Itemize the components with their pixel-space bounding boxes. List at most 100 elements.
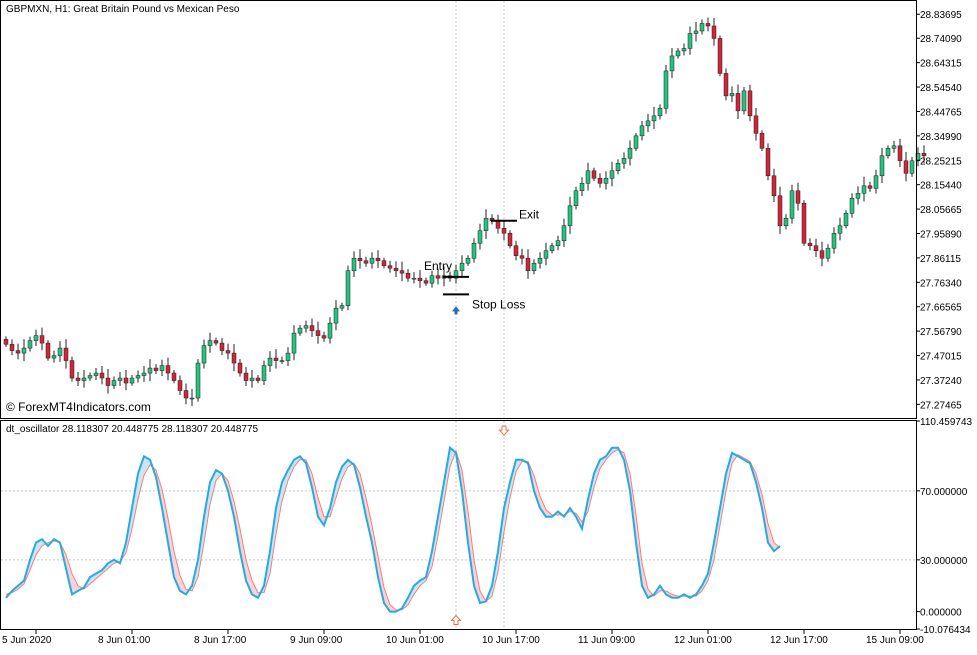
candle-body <box>507 232 513 246</box>
candle-body <box>141 372 147 376</box>
candle <box>567 196 573 234</box>
candle-body <box>813 245 819 251</box>
candle <box>855 186 861 205</box>
candle <box>783 214 789 230</box>
candle <box>885 145 891 159</box>
candle-body <box>699 23 705 32</box>
candle-body <box>255 377 261 381</box>
candle <box>699 19 705 35</box>
candle-body <box>603 178 609 184</box>
candle <box>315 321 321 344</box>
candle-body <box>153 367 159 371</box>
candle <box>261 360 267 386</box>
price-tick-label: 28.34990 <box>920 132 962 143</box>
osc-tick-label: 110.459743 <box>920 417 973 428</box>
candle-body <box>171 372 177 381</box>
candle-body <box>219 342 225 351</box>
osc-fill-segment <box>138 456 144 500</box>
candle-body <box>375 257 381 261</box>
candle-body <box>663 70 669 109</box>
candle-body <box>117 377 123 381</box>
candle <box>249 370 255 388</box>
price-tick-label: 28.83695 <box>920 10 962 21</box>
candle-body <box>429 275 435 284</box>
time-tick-label: 9 Jun 09:00 <box>290 635 343 646</box>
candle-body <box>627 148 633 159</box>
candle-body <box>561 225 567 241</box>
candle-body <box>363 260 369 264</box>
price-tick-label: 27.56790 <box>920 327 962 338</box>
candle-body <box>921 153 927 157</box>
candle <box>615 159 621 175</box>
candle <box>225 343 231 360</box>
time-tick-label: 8 Jun 01:00 <box>98 635 151 646</box>
candle <box>15 343 21 360</box>
candle <box>171 370 177 384</box>
candle-body <box>597 178 603 184</box>
candle-body <box>837 225 843 234</box>
candle-body <box>357 257 363 261</box>
candle <box>201 339 207 369</box>
candle <box>585 162 591 191</box>
candle-body <box>615 163 621 172</box>
candle <box>591 167 597 181</box>
candle-body <box>639 125 645 137</box>
candle-body <box>213 340 219 344</box>
candle-body <box>411 277 417 280</box>
candle-body <box>45 342 51 359</box>
osc-fill-segment <box>282 470 288 502</box>
candle <box>849 193 855 218</box>
candle-body <box>243 372 249 381</box>
candle <box>639 120 645 141</box>
candle <box>435 268 441 285</box>
candle <box>429 270 435 288</box>
candle-body <box>111 380 117 386</box>
candle-body <box>495 220 501 229</box>
candle-body <box>39 335 45 344</box>
axis-layer: 28.83695 28.74090 28.64315 28.54540 28.44765… <box>2 10 973 646</box>
candle <box>519 248 525 265</box>
osc-fill-segment <box>210 470 216 505</box>
candle-body <box>801 203 807 244</box>
candle-body <box>903 160 909 174</box>
candle <box>369 252 375 269</box>
osc-fast-line <box>5 445 781 613</box>
candle <box>99 366 105 385</box>
candle-body <box>369 257 375 264</box>
candle <box>831 227 837 254</box>
candle <box>753 107 759 141</box>
candle <box>33 329 39 346</box>
candle <box>477 223 483 250</box>
time-tick-label: 10 Jun 01:00 <box>386 635 444 646</box>
candle-body <box>519 255 525 259</box>
candle <box>705 17 711 32</box>
osc-fill-segment <box>96 570 102 579</box>
candle <box>471 238 477 263</box>
candle-body <box>879 155 885 177</box>
candle <box>789 184 795 224</box>
candle-body <box>285 352 291 361</box>
price-pane[interactable] <box>3 17 927 407</box>
candle-body <box>621 158 627 164</box>
candle-body <box>21 347 27 354</box>
candle <box>561 218 567 248</box>
candle-body <box>675 50 681 57</box>
candle-body <box>267 357 273 366</box>
candle-body <box>765 148 771 177</box>
candle <box>303 320 309 333</box>
time-tick-label: 15 Jun 09:00 <box>866 635 924 646</box>
candle <box>465 255 471 266</box>
candle-body <box>741 90 747 112</box>
oscillator-pane[interactable] <box>5 445 781 613</box>
osc-sell-arrow-icon <box>498 425 510 436</box>
candle <box>861 176 867 202</box>
candle <box>27 336 33 352</box>
candle <box>795 182 801 211</box>
candle-body <box>123 377 129 384</box>
candle <box>285 347 291 366</box>
candle <box>609 161 615 187</box>
time-tick-label: 5 Jun 2020 <box>2 635 52 646</box>
candle-body <box>87 375 93 379</box>
candle-body <box>633 135 639 149</box>
price-tick-label: 27.27465 <box>920 400 962 411</box>
